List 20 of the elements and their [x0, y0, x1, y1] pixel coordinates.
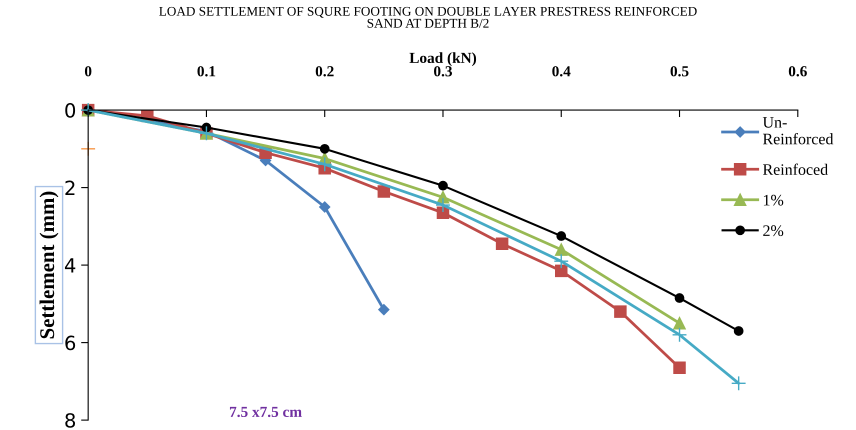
y-tick-label: 4 — [64, 258, 76, 272]
x-tick-label: 0.5 — [670, 66, 689, 76]
y-tick-label: 8 — [65, 413, 76, 428]
y-tick-label: 0 — [65, 103, 76, 118]
y-tick-label: 2 — [65, 180, 74, 195]
legend-label: 2% — [763, 225, 784, 236]
x-tick-label: 0.3 — [434, 66, 452, 76]
annotation: 7.5 x7.5 cm — [230, 406, 302, 418]
x-tick-label: 0.2 — [316, 66, 334, 76]
x-tick-label: 0 — [84, 66, 92, 76]
x-tick-label: 0.6 — [788, 66, 807, 76]
legend-label: Reinfoced — [762, 164, 828, 175]
legend-label: 1% — [764, 194, 784, 206]
y-tick-label: 6 — [65, 336, 76, 350]
legend-label: Un- Reinforced — [762, 117, 834, 144]
chart-title: LOAD SETTLEMENT OF SQURE FOOTING ON DOUBLE LAYER PRESTRESS REINFORCED SAND AT DEPTH B/2 — [159, 6, 697, 28]
x-tick-label: 0.4 — [552, 66, 571, 76]
x-tick-label: 0.1 — [197, 66, 216, 76]
y-axis-title: Settlement (mm) — [40, 192, 58, 338]
x-axis-title: Load (kN) — [409, 52, 476, 66]
